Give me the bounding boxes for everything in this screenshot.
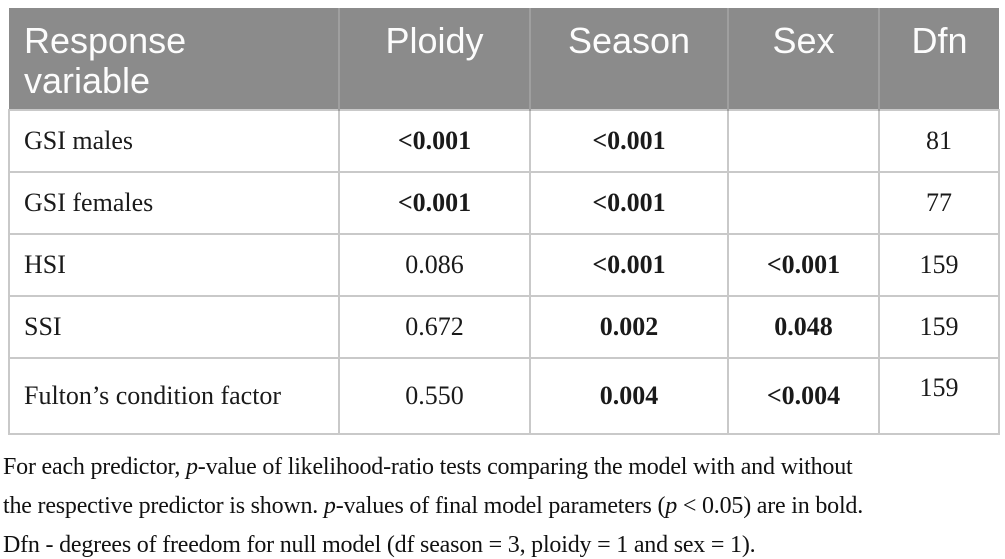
response-variable-cell: GSI males: [8, 109, 340, 173]
response-variable-cell: SSI: [8, 295, 340, 359]
ploidy-value-cell: 0.550: [338, 357, 531, 435]
table-row: HSI 0.086 <0.001 <0.001 159: [8, 233, 1000, 297]
ploidy-value-cell: 0.672: [338, 295, 531, 359]
response-variable-cell: GSI females: [8, 171, 340, 235]
footnote-text: < 0.05) are in bold.: [677, 493, 864, 519]
column-header-label: Response variable: [24, 20, 187, 101]
table-row: GSI females <0.001 <0.001 77: [8, 171, 1000, 235]
ploidy-value-cell: <0.001: [338, 171, 531, 235]
table-footnote: For each predictor, p-value of likelihoo…: [3, 448, 998, 559]
response-variable-cell: Fulton’s condition factor: [8, 357, 340, 435]
season-value-cell: 0.002: [529, 295, 729, 359]
sex-value-cell: [727, 171, 880, 235]
column-header-ploidy: Ploidy: [339, 8, 531, 110]
footnote-text: p: [185, 454, 198, 480]
dfn-value-cell: 81: [878, 109, 1000, 173]
footnote-text: p: [323, 493, 336, 519]
ploidy-value-cell: <0.001: [338, 109, 531, 173]
dfn-value-cell: 77: [878, 171, 1000, 235]
column-header-response-variable: Response variable: [9, 8, 340, 110]
dfn-value-cell: 159: [878, 233, 1000, 297]
header-row: Response variable Ploidy Season Sex Dfn: [9, 8, 999, 110]
table-row: Fulton’s condition factor 0.550 0.004 <0.00…: [8, 357, 1000, 435]
season-value-cell: <0.001: [529, 233, 729, 297]
column-header-dfn: Dfn: [879, 8, 999, 110]
sex-value-cell: 0.048: [727, 295, 880, 359]
response-variable-cell: HSI: [8, 233, 340, 297]
ploidy-value-cell: 0.086: [338, 233, 531, 297]
footnote-text: the respective predictor is shown.: [3, 493, 324, 519]
table-row: GSI males <0.001 <0.001 81: [8, 109, 1000, 173]
season-value-cell: <0.001: [529, 171, 729, 235]
footnote-text: p: [665, 493, 678, 519]
table-body: GSI males <0.001 <0.001 81 GSI females <0.001…: [8, 109, 1000, 435]
footnote-line: the respective predictor is shown. p-val…: [3, 487, 998, 526]
footnote-text: For each predictor,: [3, 454, 186, 480]
dfn-value-cell: 159: [878, 295, 1000, 359]
season-value-cell: 0.004: [529, 357, 729, 435]
sex-value-cell: [727, 109, 880, 173]
sex-value-cell: <0.004: [727, 357, 880, 435]
table-row: SSI 0.672 0.002 0.048 159: [8, 295, 1000, 359]
footnote-text: -value of likelihood-ratio tests compari…: [197, 454, 853, 480]
stats-table: Response variable Ploidy Season Sex Dfn …: [8, 8, 1000, 435]
column-header-sex: Sex: [728, 8, 880, 110]
column-header-season: Season: [530, 8, 729, 110]
footnote-line: For each predictor, p-value of likelihoo…: [3, 448, 998, 487]
dfn-value-cell: 159: [878, 357, 1000, 435]
footnote-text: Dfn - degrees of freedom for null model …: [3, 532, 756, 558]
footnote-line: Dfn - degrees of freedom for null model …: [3, 526, 998, 559]
footnote-text: -values of final model parameters (: [335, 493, 666, 519]
season-value-cell: <0.001: [529, 109, 729, 173]
sex-value-cell: <0.001: [727, 233, 880, 297]
